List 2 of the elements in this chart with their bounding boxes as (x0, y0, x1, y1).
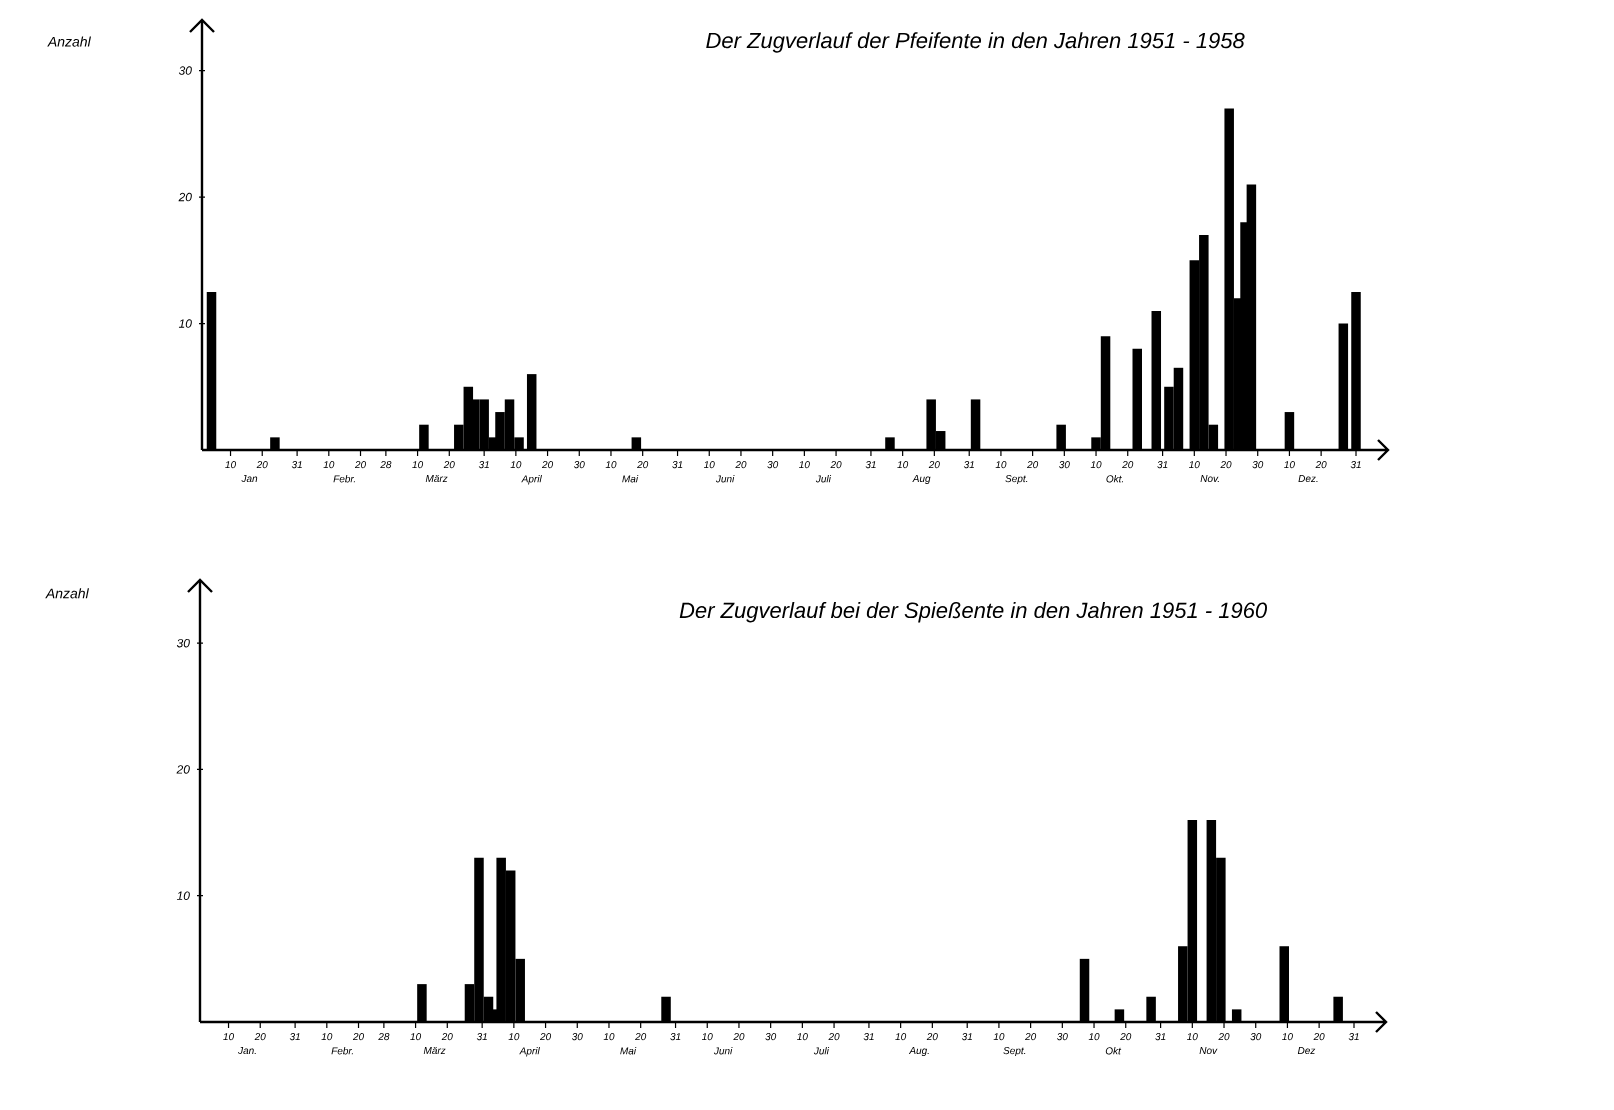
text: Der Zugverlauf bei der Spießente in den Jahren 1951 - 1960 (679, 601, 1267, 623)
text: Der Zugverlauf der Pfeifente in den Jahren 1951 - 1958 (706, 32, 1245, 53)
